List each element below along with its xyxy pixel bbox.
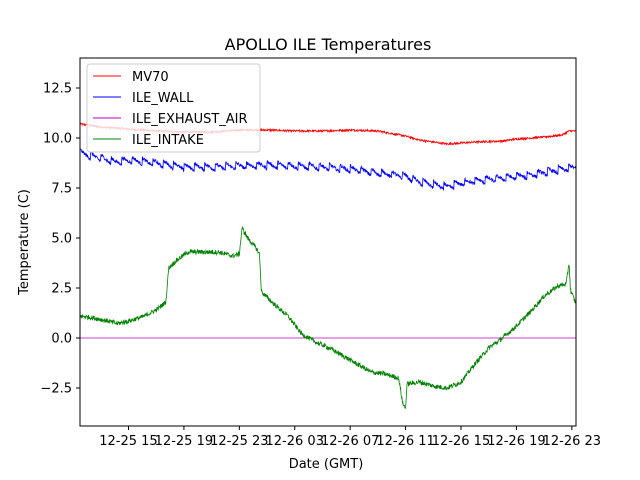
- y-tick-label: 12.5: [43, 82, 72, 97]
- x-axis-label: Date (GMT): [289, 457, 364, 472]
- series-line-ile-intake: [79, 225, 577, 410]
- y-axis-label: Temperature (C): [17, 189, 32, 296]
- x-tick-label: 12-26 19: [487, 434, 545, 449]
- legend-box: [86, 63, 261, 153]
- x-tick-label: 12-26 03: [266, 434, 324, 449]
- legend-label-ile-intake: ILE_INTAKE: [132, 133, 204, 148]
- y-tick-label: 0.0: [51, 332, 72, 347]
- chart-title: APOLLO ILE Temperatures: [225, 35, 432, 54]
- legend: MV70 ILE_WALL ILE_EXHAUST_AIR ILE_INTAKE: [86, 63, 261, 153]
- x-tick-label: 12-26 07: [321, 434, 379, 449]
- y-tick-label: 2.5: [51, 282, 72, 297]
- y-tick-label: 10.0: [43, 132, 72, 147]
- plot-frame: [79, 57, 577, 427]
- x-tick-label: 12-25 15: [99, 434, 157, 449]
- legend-label-ile-wall: ILE_WALL: [132, 91, 194, 106]
- y-axis-ticks: −2.5 0.0 2.5 5.0 7.5 10.0 12.5: [40, 82, 80, 397]
- x-tick-label: 12-26 23: [543, 434, 601, 449]
- y-tick-label: −2.5: [40, 382, 72, 397]
- y-tick-label: 5.0: [51, 232, 72, 247]
- series-line-ile-wall: [79, 147, 577, 191]
- x-tick-label: 12-25 19: [155, 434, 213, 449]
- x-tick-label: 12-25 23: [210, 434, 268, 449]
- x-tick-label: 12-26 11: [376, 434, 434, 449]
- legend-label-ile-exhaust-air: ILE_EXHAUST_AIR: [132, 112, 248, 127]
- x-tick-label: 12-26 15: [432, 434, 490, 449]
- y-tick-label: 7.5: [51, 182, 72, 197]
- legend-label-mv70: MV70: [132, 70, 169, 85]
